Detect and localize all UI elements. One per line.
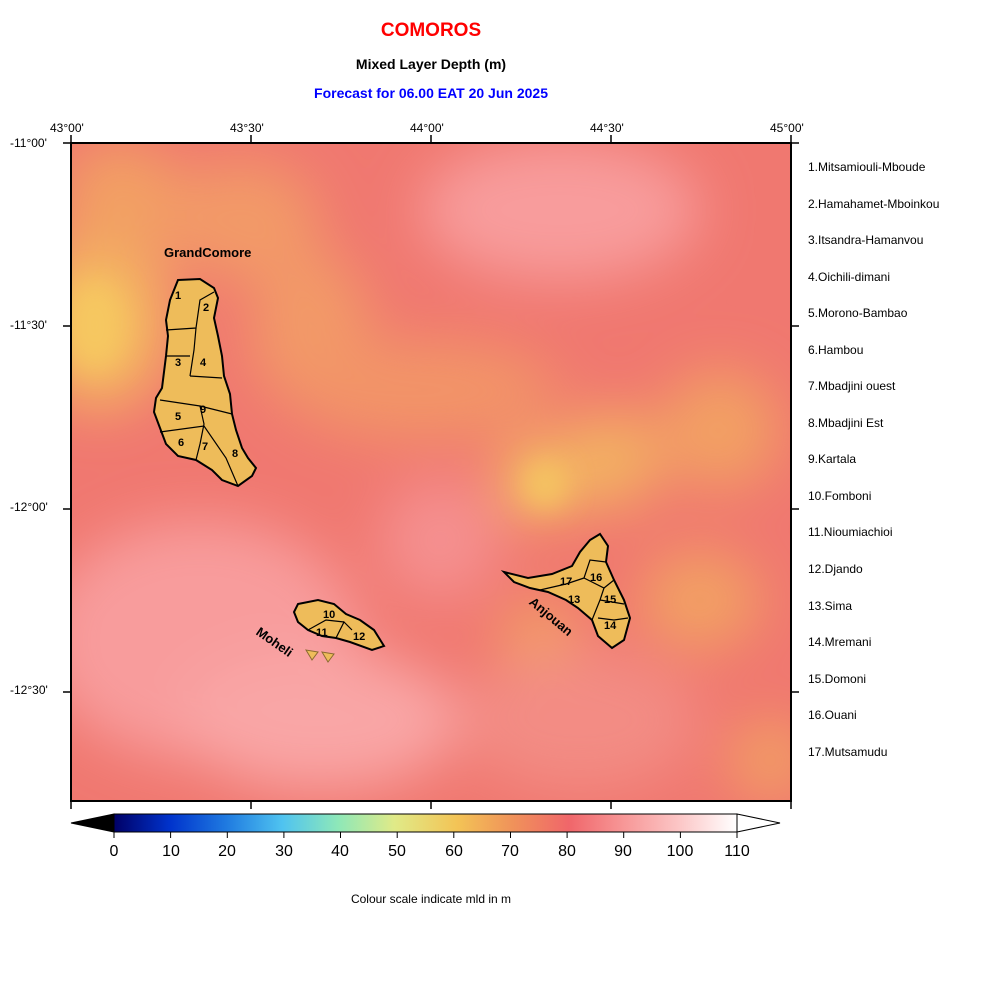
- region-legend-item: 6.Hambou: [808, 343, 864, 357]
- colorbar-tick-label: 100: [666, 843, 694, 860]
- region-legend-item: 11.Nioumiachioi: [808, 525, 893, 539]
- region-legend-item: 15.Domoni: [808, 672, 867, 686]
- lat-tick-label: -12°00': [10, 500, 48, 514]
- region-number: 11: [316, 627, 328, 639]
- region-legend-item: 10.Fomboni: [808, 489, 872, 503]
- map-title: COMOROS: [380, 20, 482, 41]
- island-label-grand-comore: GrandComore: [164, 245, 252, 260]
- frame-ticks: [63, 135, 799, 809]
- colorbar-tick-label: 70: [501, 843, 519, 860]
- region-legend-item: 2.Hamahamet-Mboinkou: [808, 197, 940, 211]
- region-legend-item: 7.Mbadjini ouest: [808, 379, 896, 393]
- region-legend-item: 9.Kartala: [808, 452, 857, 466]
- region-number: 16: [590, 572, 603, 584]
- moheli-island: [292, 598, 386, 663]
- colorbar-caption: Colour scale indicate mld in m: [350, 892, 512, 906]
- colorbar-gradient: [113, 813, 738, 833]
- region-number: 3: [175, 357, 182, 369]
- colorbar-tick-label: 50: [388, 843, 406, 860]
- region-number: 15: [604, 594, 617, 606]
- colorbar-tick-label: 90: [614, 843, 632, 860]
- region-legend-item: 12.Djando: [808, 562, 863, 576]
- colorbar-max-arrow: [736, 813, 781, 833]
- lat-tick-label: -11°00': [10, 136, 47, 150]
- region-number: 1: [175, 290, 182, 302]
- lon-tick-label: 43°30': [230, 121, 264, 135]
- colorbar-tick-label: 10: [162, 843, 180, 860]
- grand-comore-island: [152, 277, 258, 488]
- colorbar-tick-label: 0: [109, 843, 119, 860]
- region-legend-item: 8.Mbadjini Est: [808, 416, 884, 430]
- region-number: 6: [178, 437, 185, 449]
- forecast-time: Forecast for 06.00 EAT 20 Jun 2025: [314, 85, 548, 101]
- region-number: 9: [200, 404, 207, 416]
- mld-field: [71, 143, 791, 801]
- region-number: 10: [323, 609, 336, 621]
- region-number: 12: [353, 631, 366, 643]
- lat-tick-label: -11°30': [10, 318, 47, 332]
- region-number: 2: [203, 302, 210, 314]
- colorbar-tick-label: 40: [331, 843, 349, 860]
- colorbar-tick-label: 30: [275, 843, 293, 860]
- region-number: 8: [232, 448, 239, 460]
- region-legend-item: 14.Mremani: [808, 635, 872, 649]
- lon-tick-label: 45°00': [770, 121, 804, 135]
- lon-tick-label: 43°00': [50, 121, 84, 135]
- lat-tick-label: -12°30': [10, 683, 48, 697]
- region-legend-item: 16.Ouani: [808, 708, 857, 722]
- colorbar-tick-label: 20: [218, 843, 236, 860]
- region-number: 17: [560, 576, 573, 588]
- region-legend-item: 13.Sima: [808, 599, 853, 613]
- lon-tick-label: 44°30': [590, 121, 624, 135]
- region-number: 4: [200, 357, 207, 369]
- region-legend-item: 5.Morono-Bambao: [808, 306, 908, 320]
- region-legend-item: 3.Itsandra-Hamanvou: [808, 233, 924, 247]
- variable-subtitle: Mixed Layer Depth (m): [355, 56, 507, 72]
- region-number: 7: [202, 441, 209, 453]
- region-number: 13: [568, 594, 581, 606]
- region-legend-item: 1.Mitsamiouli-Mboude: [808, 160, 926, 174]
- anjouan-island: [500, 532, 632, 650]
- region-legend-item: 17.Mutsamudu: [808, 745, 888, 759]
- colorbar-tick-label: 80: [558, 843, 576, 860]
- region-legend-item: 4.Oichili-dimani: [808, 270, 891, 284]
- lon-tick-label: 44°00': [410, 121, 444, 135]
- colorbar-tick-label: 60: [445, 843, 463, 860]
- colorbar-min-arrow: [70, 813, 115, 833]
- region-number: 14: [604, 620, 617, 632]
- colorbar: [70, 813, 781, 838]
- colorbar-tick-label: 110: [724, 843, 750, 860]
- region-number: 5: [175, 411, 182, 423]
